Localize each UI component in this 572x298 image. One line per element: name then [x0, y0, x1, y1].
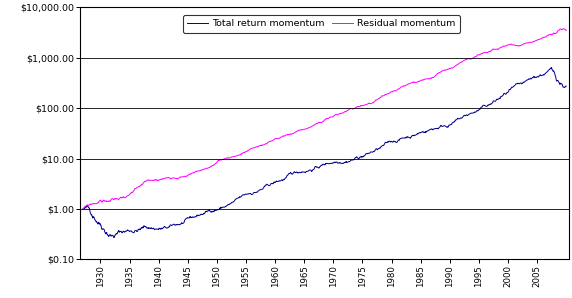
Residual momentum	[80, 207, 86, 211]
Residual momentum	[560, 27, 567, 30]
Line: Residual momentum: Residual momentum	[83, 29, 566, 209]
Line: Total return momentum: Total return momentum	[83, 68, 566, 238]
Total return momentum	[466, 112, 472, 116]
Residual momentum	[275, 137, 282, 140]
Total return momentum	[548, 66, 555, 69]
Residual momentum	[411, 80, 418, 84]
Residual momentum	[563, 29, 570, 32]
Residual momentum	[129, 190, 136, 194]
Residual momentum	[465, 57, 472, 60]
Total return momentum	[457, 117, 464, 120]
Total return momentum	[80, 207, 86, 211]
Total return momentum	[293, 170, 300, 174]
Total return momentum	[563, 84, 570, 88]
Total return momentum	[110, 236, 117, 239]
Residual momentum	[456, 61, 463, 65]
Total return momentum	[129, 230, 136, 234]
Total return momentum	[412, 133, 419, 137]
Total return momentum	[276, 179, 283, 183]
Residual momentum	[292, 130, 299, 134]
Legend: Total return momentum, Residual momentum: Total return momentum, Residual momentum	[182, 15, 459, 33]
